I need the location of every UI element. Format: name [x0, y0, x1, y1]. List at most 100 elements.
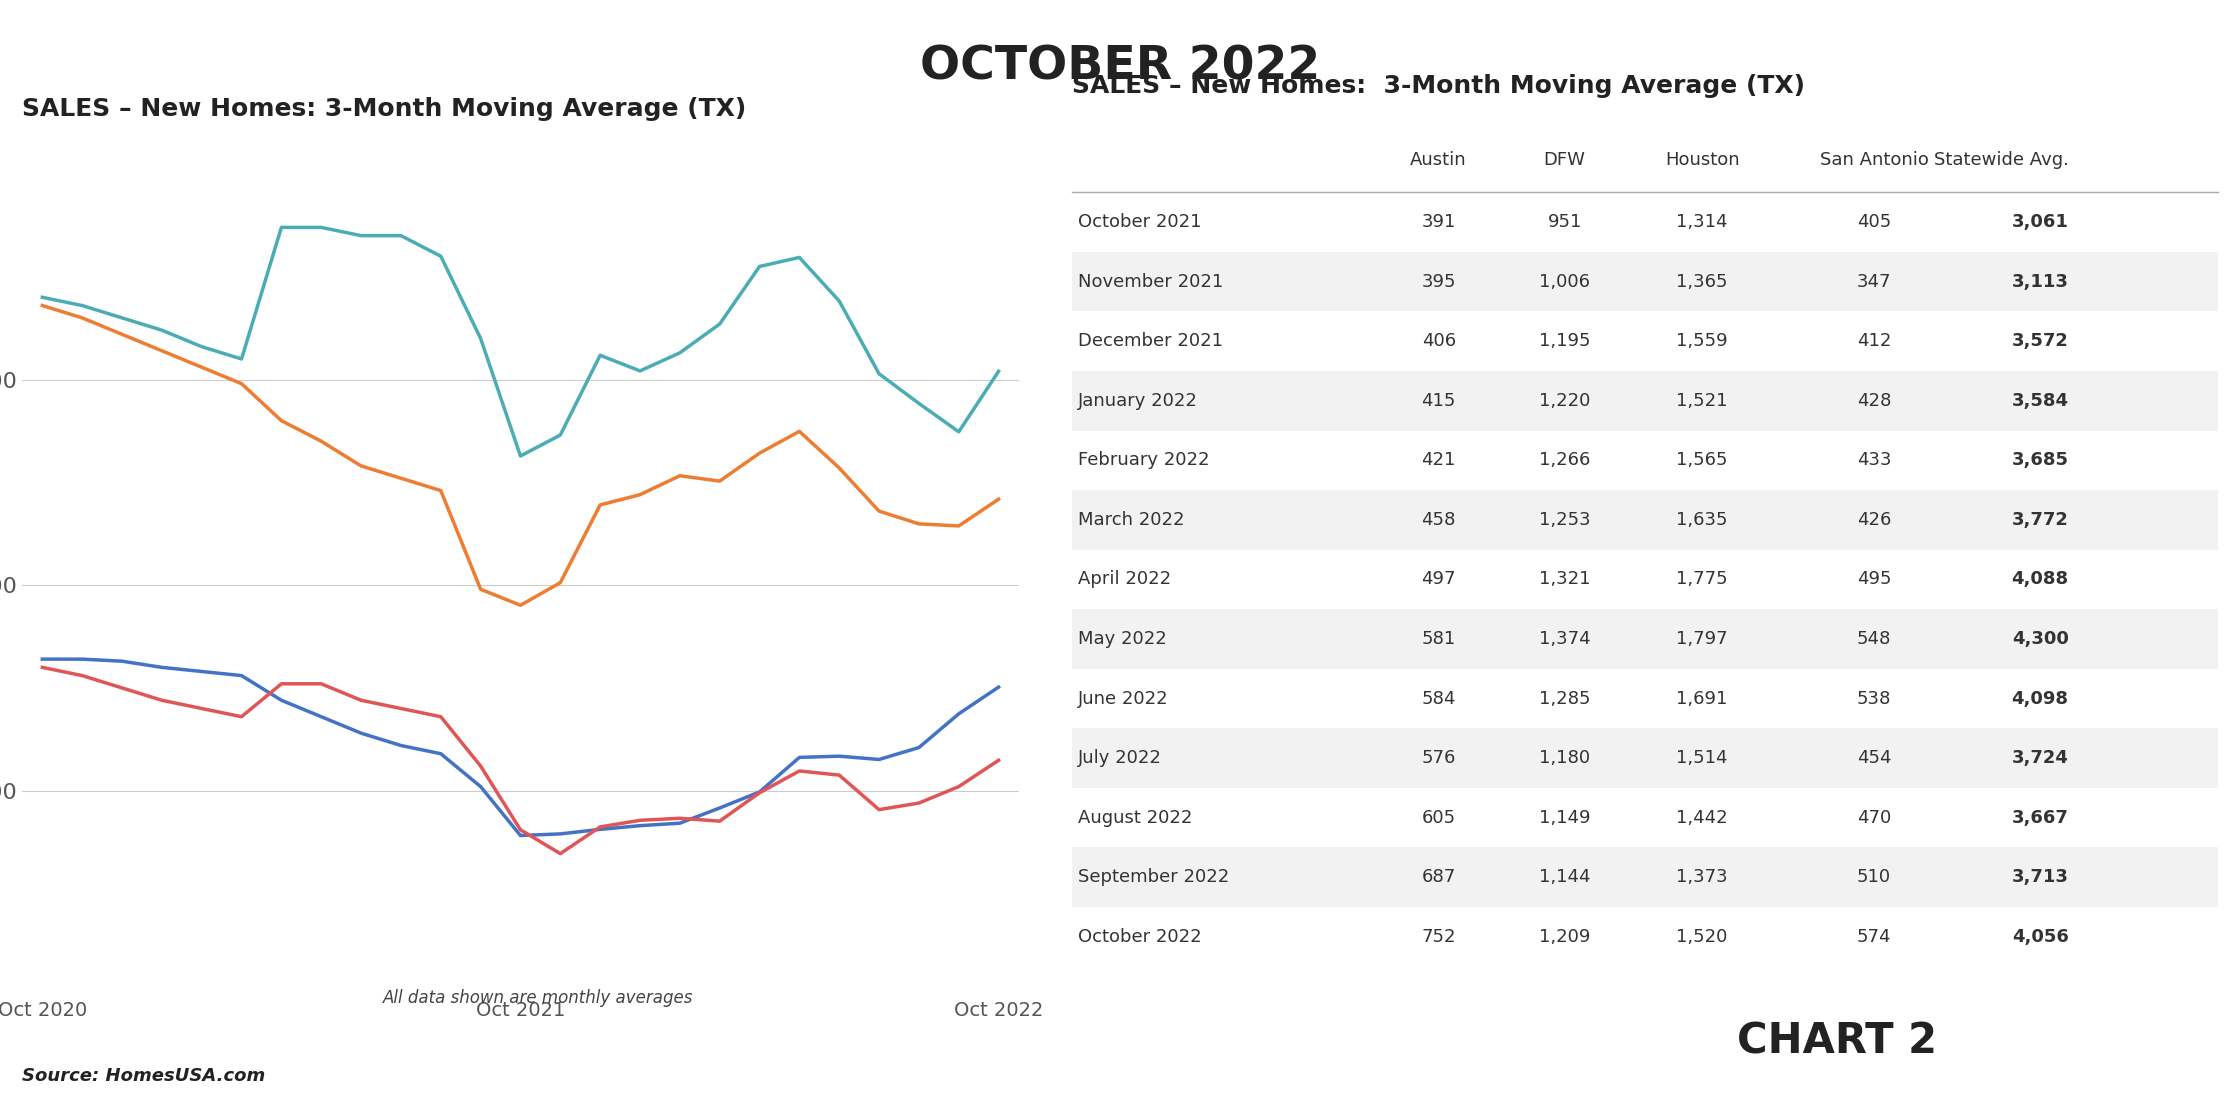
Text: 3,685: 3,685: [2012, 452, 2070, 469]
Text: 1,374: 1,374: [1539, 630, 1590, 648]
Text: 574: 574: [1857, 928, 1891, 945]
Text: October 2021: October 2021: [1077, 214, 1201, 231]
Bar: [1073, 728, 2218, 788]
Text: 3,772: 3,772: [2012, 511, 2070, 529]
Text: 4,088: 4,088: [2012, 570, 2070, 589]
Text: 548: 548: [1857, 630, 1891, 648]
Text: 458: 458: [1422, 511, 1456, 529]
Text: 395: 395: [1422, 272, 1456, 291]
Bar: [1073, 848, 2218, 907]
Text: 1,775: 1,775: [1676, 570, 1727, 589]
Text: 406: 406: [1422, 332, 1456, 350]
Text: 1,635: 1,635: [1676, 511, 1727, 529]
Text: SALES – New Homes:  3-Month Moving Average (TX): SALES – New Homes: 3-Month Moving Averag…: [1073, 74, 1805, 99]
Text: 454: 454: [1857, 749, 1891, 767]
Text: 3,572: 3,572: [2012, 332, 2070, 350]
Bar: [1073, 669, 2218, 728]
Text: 3,113: 3,113: [2012, 272, 2070, 291]
Bar: [1073, 252, 2218, 311]
Text: Statewide Avg.: Statewide Avg.: [1933, 151, 2070, 168]
Text: March 2022: March 2022: [1077, 511, 1185, 529]
Text: 581: 581: [1422, 630, 1456, 648]
Text: 4,056: 4,056: [2012, 928, 2070, 945]
Bar: [1073, 193, 2218, 252]
Text: 1,797: 1,797: [1676, 630, 1727, 648]
Text: 4,098: 4,098: [2012, 690, 2070, 707]
Text: 415: 415: [1422, 392, 1456, 410]
Text: 470: 470: [1857, 808, 1891, 827]
Text: December 2021: December 2021: [1077, 332, 1223, 350]
Text: 605: 605: [1422, 808, 1456, 827]
Text: May 2022: May 2022: [1077, 630, 1167, 648]
Text: 1,195: 1,195: [1539, 332, 1590, 350]
Bar: [1073, 609, 2218, 669]
Text: 428: 428: [1857, 392, 1891, 410]
Bar: [1073, 907, 2218, 966]
Text: 1,285: 1,285: [1539, 690, 1590, 707]
Bar: [1073, 371, 2218, 431]
Text: CHART 2: CHART 2: [1736, 1021, 1938, 1063]
Text: 495: 495: [1857, 570, 1891, 589]
Text: 3,724: 3,724: [2012, 749, 2070, 767]
Text: DFW: DFW: [1543, 151, 1586, 168]
Text: October 2022: October 2022: [1077, 928, 1201, 945]
Text: 1,321: 1,321: [1539, 570, 1590, 589]
Bar: [1073, 311, 2218, 371]
Text: 405: 405: [1857, 214, 1891, 231]
Text: 3,061: 3,061: [2012, 214, 2070, 231]
Text: 1,365: 1,365: [1676, 272, 1727, 291]
Text: 3,667: 3,667: [2012, 808, 2070, 827]
Text: 3,713: 3,713: [2012, 868, 2070, 887]
Text: 433: 433: [1857, 452, 1891, 469]
Text: 1,220: 1,220: [1539, 392, 1590, 410]
Text: 1,514: 1,514: [1676, 749, 1727, 767]
Text: 1,373: 1,373: [1676, 868, 1727, 887]
Text: 584: 584: [1422, 690, 1456, 707]
Text: SALES – New Homes: 3-Month Moving Average (TX): SALES – New Homes: 3-Month Moving Averag…: [22, 97, 746, 121]
Text: 1,209: 1,209: [1539, 928, 1590, 945]
Text: 538: 538: [1857, 690, 1891, 707]
Text: 1,314: 1,314: [1676, 214, 1727, 231]
Text: June 2022: June 2022: [1077, 690, 1169, 707]
Text: 1,266: 1,266: [1539, 452, 1590, 469]
Text: 1,691: 1,691: [1676, 690, 1727, 707]
Text: 1,442: 1,442: [1676, 808, 1727, 827]
Bar: [1073, 490, 2218, 550]
Text: 426: 426: [1857, 511, 1891, 529]
Bar: [1073, 550, 2218, 609]
Bar: [1073, 788, 2218, 848]
Text: 347: 347: [1857, 272, 1891, 291]
Text: January 2022: January 2022: [1077, 392, 1198, 410]
Text: 1,006: 1,006: [1539, 272, 1590, 291]
Text: 951: 951: [1548, 214, 1581, 231]
Text: Houston: Houston: [1664, 151, 1740, 168]
Text: 576: 576: [1422, 749, 1456, 767]
Text: Austin: Austin: [1411, 151, 1467, 168]
Text: 687: 687: [1422, 868, 1456, 887]
Text: 3,584: 3,584: [2012, 392, 2070, 410]
Text: 497: 497: [1422, 570, 1456, 589]
Text: San Antonio: San Antonio: [1819, 151, 1929, 168]
Text: 1,521: 1,521: [1676, 392, 1727, 410]
Text: 391: 391: [1422, 214, 1456, 231]
Text: 1,180: 1,180: [1539, 749, 1590, 767]
Text: 1,520: 1,520: [1676, 928, 1727, 945]
Text: 1,565: 1,565: [1676, 452, 1727, 469]
Text: September 2022: September 2022: [1077, 868, 1230, 887]
Text: 4,300: 4,300: [2012, 630, 2070, 648]
Text: February 2022: February 2022: [1077, 452, 1210, 469]
Text: July 2022: July 2022: [1077, 749, 1163, 767]
Text: April 2022: April 2022: [1077, 570, 1172, 589]
Bar: [1073, 431, 2218, 490]
Text: 510: 510: [1857, 868, 1891, 887]
Text: August 2022: August 2022: [1077, 808, 1192, 827]
Text: 1,149: 1,149: [1539, 808, 1590, 827]
Text: 1,144: 1,144: [1539, 868, 1590, 887]
Text: 1,253: 1,253: [1539, 511, 1590, 529]
Text: OCTOBER 2022: OCTOBER 2022: [921, 44, 1319, 90]
Text: 752: 752: [1422, 928, 1456, 945]
Text: 412: 412: [1857, 332, 1891, 350]
Text: 421: 421: [1422, 452, 1456, 469]
Text: 1,559: 1,559: [1676, 332, 1727, 350]
Text: November 2021: November 2021: [1077, 272, 1223, 291]
